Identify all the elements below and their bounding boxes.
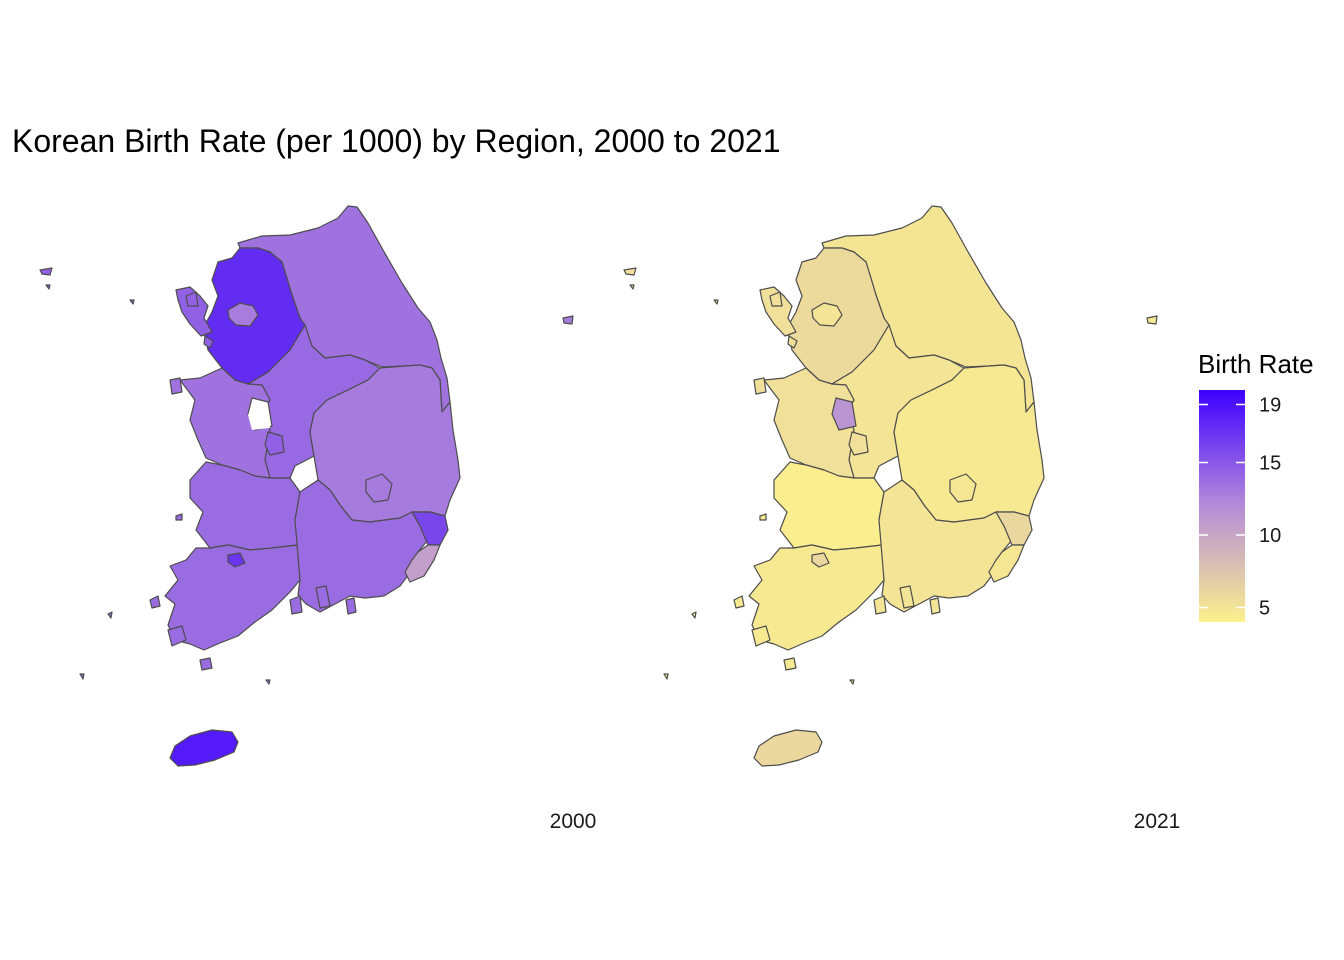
region-ulsan-2000	[411, 511, 449, 546]
region-ulsan-2021	[995, 511, 1033, 546]
island-10-2000	[315, 585, 331, 609]
region-busan-2000	[404, 544, 441, 583]
island-12-2021	[783, 657, 797, 671]
region-daegu-2000	[365, 473, 393, 503]
facet-label-2000: 2000	[550, 810, 597, 833]
island-10-2021	[899, 585, 915, 609]
island-14-2000	[185, 291, 199, 307]
region-busan-2021	[988, 544, 1025, 583]
region-jeju-2000	[169, 729, 239, 767]
island-2-2021	[1146, 315, 1158, 325]
map-regions-2000	[39, 205, 574, 767]
region-seoul-2000	[227, 302, 259, 327]
island-13-2000	[169, 377, 183, 395]
island-11-2000	[345, 597, 357, 615]
island-6-2021	[713, 299, 719, 305]
region-jeonnam-2021	[748, 544, 885, 651]
island-5-2000	[265, 679, 271, 685]
region-daejeon-2000	[264, 431, 285, 456]
island-14-2021	[769, 291, 783, 307]
region-sejong-2021	[831, 397, 857, 431]
chart-title: Korean Birth Rate (per 1000) by Region, …	[12, 123, 781, 159]
region-jeonnam-2000	[164, 544, 301, 651]
island-4-2021	[663, 673, 669, 680]
island-15-2000	[175, 513, 183, 521]
island-4-2000	[79, 673, 85, 680]
island-11-2021	[929, 597, 941, 615]
region-seoul-2021	[811, 302, 843, 327]
region-missing-2000	[248, 405, 270, 430]
legend-colorbar	[1199, 390, 1245, 622]
legend-tick-label-1: 15	[1259, 453, 1281, 475]
island-1-2000	[45, 284, 51, 290]
island-9-2021	[873, 595, 887, 615]
map-regions-2021	[623, 205, 1158, 767]
island-3-2000	[107, 611, 113, 619]
island-3-2021	[691, 611, 697, 619]
island-1-2021	[629, 284, 635, 290]
island-8-2000	[167, 625, 187, 647]
island-7-2000	[149, 595, 161, 609]
island-2-2000	[562, 315, 574, 325]
island-0-2000	[39, 267, 53, 276]
legend-tick-label-2: 10	[1259, 525, 1281, 547]
island-5-2021	[849, 679, 855, 685]
map-facet-2000: 2000	[39, 205, 597, 833]
region-gwangju-2021	[811, 552, 830, 568]
island-9-2000	[289, 595, 303, 615]
region-daegu-2021	[949, 473, 977, 503]
island-8-2021	[751, 625, 771, 647]
island-0-2021	[623, 267, 637, 276]
legend-title: Birth Rate	[1198, 349, 1314, 379]
map-facet-2021: 2021	[623, 205, 1181, 833]
region-gwangju-2000	[227, 552, 246, 568]
legend-tick-label-3: 5	[1259, 598, 1270, 620]
island-13-2021	[753, 377, 767, 395]
island-15-2021	[759, 513, 767, 521]
region-jeju-2021	[753, 729, 823, 767]
island-6-2000	[129, 299, 135, 305]
region-daejeon-2021	[848, 431, 869, 456]
color-legend: Birth Rate 19 15 10 5	[1198, 349, 1314, 622]
island-12-2000	[199, 657, 213, 671]
facet-label-2021: 2021	[1134, 810, 1181, 833]
region-chungnam-2021	[763, 367, 855, 479]
legend-ticks: 19 15 10 5	[1199, 395, 1281, 620]
region-chungnam-2000	[179, 367, 271, 479]
island-7-2021	[733, 595, 745, 609]
legend-tick-label-0: 19	[1259, 395, 1281, 417]
